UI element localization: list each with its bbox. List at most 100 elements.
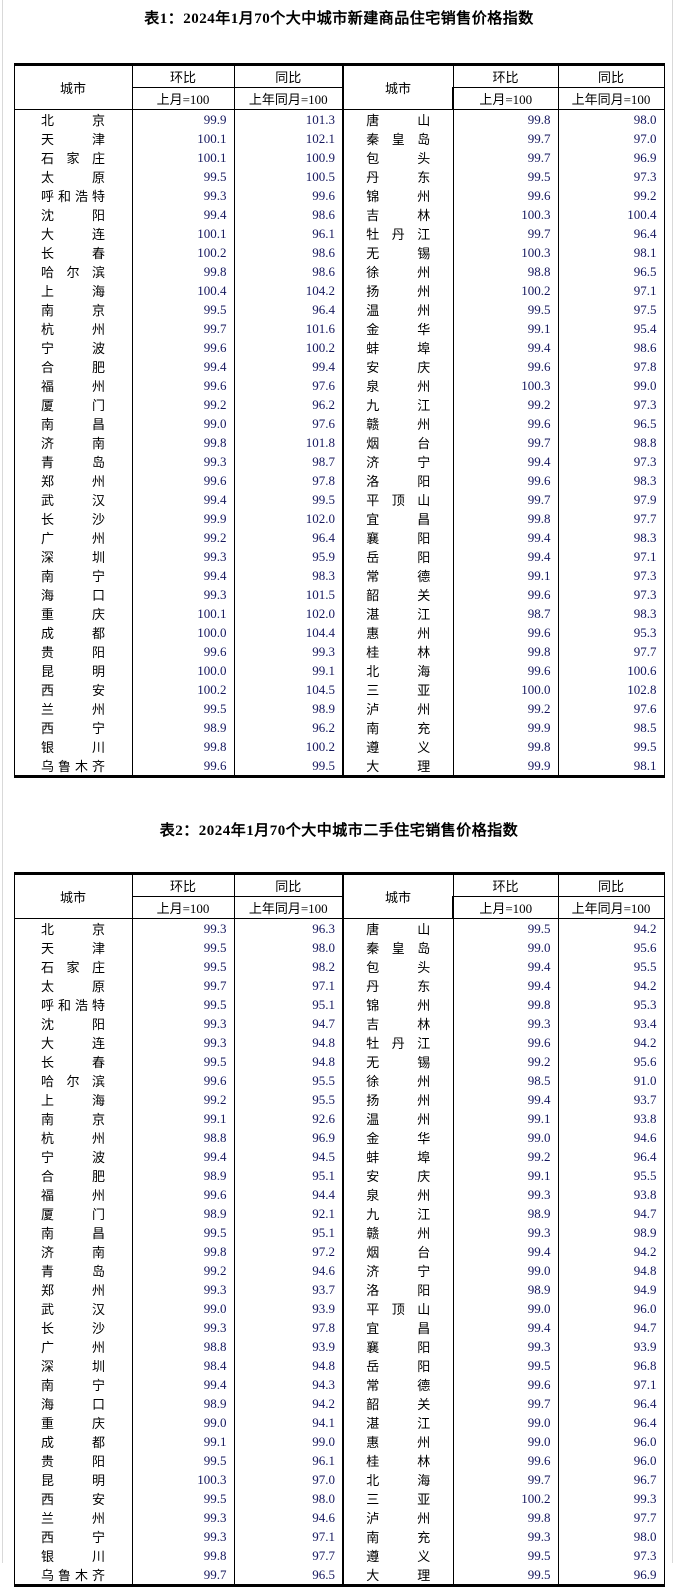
yoy-value-cell: 94.2 bbox=[233, 1394, 344, 1413]
city-cell: 沈阳 bbox=[13, 205, 133, 224]
col-header-yoy: 同比 bbox=[557, 64, 665, 88]
mom-value-cell: 100.1 bbox=[131, 148, 235, 167]
yoy-value-cell: 97.8 bbox=[233, 471, 344, 490]
yoy-value-cell: 97.9 bbox=[557, 490, 665, 509]
yoy-value-cell: 101.5 bbox=[233, 585, 344, 604]
city-name: 平顶山 bbox=[366, 1302, 431, 1317]
yoy-value-cell: 99.4 bbox=[233, 357, 344, 376]
city-cell: 西宁 bbox=[13, 718, 133, 737]
table-row: 海口 98.9 94.2 韶关 99.7 96.4 bbox=[13, 1394, 665, 1413]
city-name: 大理 bbox=[366, 1568, 431, 1583]
city-name: 哈尔滨 bbox=[41, 1074, 105, 1089]
yoy-value-cell: 99.0 bbox=[233, 1432, 344, 1451]
table-row: 宁波 99.4 94.5 蚌埠 99.2 96.4 bbox=[13, 1147, 665, 1166]
yoy-value-cell: 96.9 bbox=[557, 1565, 665, 1586]
city-cell: 济宁 bbox=[342, 452, 454, 471]
city-cell: 成都 bbox=[13, 1432, 133, 1451]
yoy-value-cell: 97.3 bbox=[557, 395, 665, 414]
city-cell: 常德 bbox=[342, 1375, 454, 1394]
table-row: 沈阳 99.3 94.7 吉林 99.3 93.4 bbox=[13, 1014, 665, 1033]
city-cell: 无锡 bbox=[342, 243, 454, 262]
table-row: 南京 99.5 96.4 温州 99.5 97.5 bbox=[13, 300, 665, 319]
city-name: 九江 bbox=[366, 1207, 431, 1222]
col-subheader-yoy-base: 上年同月=100 bbox=[557, 87, 665, 110]
city-cell: 赣州 bbox=[342, 414, 454, 433]
yoy-value-cell: 96.2 bbox=[233, 395, 344, 414]
table-row: 太原 99.5 100.5 丹东 99.5 97.3 bbox=[13, 167, 665, 186]
city-name: 广州 bbox=[41, 531, 105, 546]
city-cell: 金华 bbox=[342, 319, 454, 338]
mom-value-cell: 99.5 bbox=[131, 300, 235, 319]
city-name: 宜昌 bbox=[366, 1321, 431, 1336]
mom-value-cell: 99.3 bbox=[452, 1185, 559, 1204]
city-name: 成都 bbox=[41, 1435, 105, 1450]
table-row: 郑州 99.3 93.7 洛阳 98.9 94.9 bbox=[13, 1280, 665, 1299]
yoy-value-cell: 100.9 bbox=[233, 148, 344, 167]
mom-value-cell: 99.7 bbox=[452, 224, 559, 243]
table-row: 银川 99.8 100.2 遵义 99.8 99.5 bbox=[13, 737, 665, 756]
city-cell: 秦皇岛 bbox=[342, 129, 454, 148]
mom-value-cell: 100.1 bbox=[131, 224, 235, 243]
mom-value-cell: 99.2 bbox=[131, 395, 235, 414]
mom-value-cell: 99.8 bbox=[131, 262, 235, 281]
table-row: 青岛 99.3 98.7 济宁 99.4 97.3 bbox=[13, 452, 665, 471]
city-cell: 沈阳 bbox=[13, 1014, 133, 1033]
city-name: 杭州 bbox=[41, 1131, 105, 1146]
yoy-value-cell: 96.7 bbox=[557, 1470, 665, 1489]
yoy-value-cell: 94.8 bbox=[233, 1033, 344, 1052]
mom-value-cell: 99.2 bbox=[452, 1052, 559, 1071]
city-name: 济南 bbox=[41, 1245, 105, 1260]
table-row: 西宁 99.3 97.1 南充 99.3 98.0 bbox=[13, 1527, 665, 1546]
city-name: 桂林 bbox=[366, 1454, 431, 1469]
city-cell: 昆明 bbox=[13, 661, 133, 680]
city-cell: 牡丹江 bbox=[342, 1033, 454, 1052]
yoy-value-cell: 97.1 bbox=[233, 976, 344, 995]
city-cell: 长春 bbox=[13, 243, 133, 262]
city-cell: 平顶山 bbox=[342, 490, 454, 509]
city-name: 石家庄 bbox=[41, 960, 105, 975]
yoy-value-cell: 98.2 bbox=[233, 957, 344, 976]
city-name: 徐州 bbox=[366, 265, 431, 280]
table-row: 贵阳 99.6 99.3 桂林 99.8 97.7 bbox=[13, 642, 665, 661]
table-row: 石家庄 99.5 98.2 包头 99.4 95.5 bbox=[13, 957, 665, 976]
city-name: 秦皇岛 bbox=[366, 132, 431, 147]
city-cell: 武汉 bbox=[13, 1299, 133, 1318]
city-name: 扬州 bbox=[366, 1093, 431, 1108]
mom-value-cell: 99.8 bbox=[131, 737, 235, 756]
header-row-1: 城市 环比 同比 城市 环比 同比 bbox=[13, 873, 665, 919]
mom-value-cell: 98.5 bbox=[452, 1071, 559, 1090]
city-cell: 乌鲁木齐 bbox=[13, 1565, 133, 1586]
mom-value-cell: 99.5 bbox=[131, 995, 235, 1014]
mom-value-cell: 99.4 bbox=[452, 1090, 559, 1109]
city-cell: 济南 bbox=[13, 433, 133, 452]
yoy-value-cell: 95.5 bbox=[557, 1166, 665, 1185]
yoy-value-cell: 98.0 bbox=[233, 1489, 344, 1508]
city-cell: 北海 bbox=[342, 661, 454, 680]
city-cell: 厦门 bbox=[13, 395, 133, 414]
city-name: 温州 bbox=[366, 1112, 431, 1127]
mom-value-cell: 99.5 bbox=[452, 918, 559, 938]
city-name: 金华 bbox=[366, 322, 431, 337]
col-subheader-mom-base: 上月=100 bbox=[452, 87, 559, 110]
city-name: 安庆 bbox=[366, 1169, 431, 1184]
yoy-value-cell: 94.5 bbox=[233, 1147, 344, 1166]
yoy-value-cell: 102.0 bbox=[233, 509, 344, 528]
yoy-value-cell: 95.5 bbox=[557, 957, 665, 976]
city-cell: 锦州 bbox=[342, 995, 454, 1014]
city-name: 赣州 bbox=[366, 1226, 431, 1241]
col-header-mom: 环比 bbox=[452, 64, 559, 88]
city-cell: 九江 bbox=[342, 395, 454, 414]
city-cell: 温州 bbox=[342, 300, 454, 319]
city-name: 呼和浩特 bbox=[41, 189, 105, 204]
city-name: 惠州 bbox=[366, 1435, 431, 1450]
col-header-yoy: 同比 bbox=[557, 873, 665, 897]
mom-value-cell: 99.9 bbox=[131, 509, 235, 528]
table-row: 合肥 98.9 95.1 安庆 99.1 95.5 bbox=[13, 1166, 665, 1185]
table-row: 天津 100.1 102.1 秦皇岛 99.7 97.0 bbox=[13, 129, 665, 148]
city-cell: 扬州 bbox=[342, 1090, 454, 1109]
city-name: 宁波 bbox=[41, 341, 105, 356]
yoy-value-cell: 97.3 bbox=[557, 1546, 665, 1565]
city-name: 广州 bbox=[41, 1340, 105, 1355]
city-name: 贵阳 bbox=[41, 1454, 105, 1469]
city-cell: 南昌 bbox=[13, 414, 133, 433]
